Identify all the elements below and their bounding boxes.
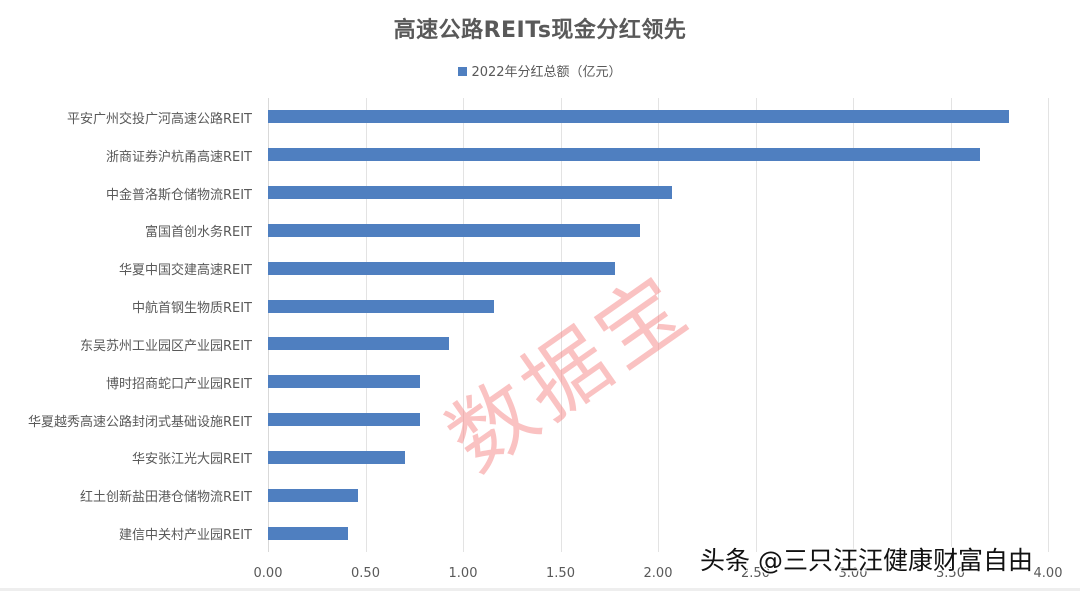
bar	[268, 488, 358, 502]
x-tick-label: 3.00	[838, 566, 868, 581]
gridline	[463, 98, 464, 552]
category-label: 华夏越秀高速公路封闭式基础设施REIT	[27, 414, 252, 430]
category-label: 博时招商蛇口产业园REIT	[105, 376, 252, 392]
x-tick-label: 0.00	[253, 566, 283, 581]
x-tick-label: 3.50	[936, 566, 965, 581]
gridline	[1048, 98, 1049, 552]
category-label: 中金普洛斯仓储物流REIT	[105, 187, 252, 203]
legend: 2022年分红总额（亿元）	[0, 61, 1080, 80]
legend-label: 2022年分红总额（亿元）	[471, 65, 622, 80]
x-tick-label: 1.00	[448, 566, 478, 581]
legend-swatch	[458, 67, 468, 76]
category-label: 平安广州交投广河高速公路REIT	[66, 111, 252, 127]
bar	[268, 148, 980, 162]
bar	[268, 261, 616, 275]
bar	[268, 299, 495, 313]
x-tick-label: 4.00	[1033, 566, 1063, 581]
bar	[268, 526, 348, 540]
bar	[268, 450, 405, 464]
category-label: 华夏中国交建高速REIT	[118, 263, 252, 279]
x-tick-label: 2.00	[643, 566, 673, 581]
gridline	[365, 98, 367, 552]
category-label: 建信中关村产业园REIT	[118, 528, 252, 544]
category-label: 红土创新盐田港仓储物流REIT	[79, 490, 252, 506]
y-axis-line	[268, 98, 269, 552]
bar	[268, 413, 421, 427]
category-label: 中航首钢生物质REIT	[131, 301, 252, 317]
category-label: 浙商证券沪杭甬高速REIT	[105, 149, 252, 165]
plot-area	[268, 98, 1049, 552]
category-label: 华安张江光大园REIT	[131, 452, 252, 468]
gridline	[755, 98, 757, 552]
x-tick-label: 1.50	[546, 566, 575, 581]
category-label: 东吴苏州工业园区产业园REIT	[79, 338, 252, 354]
gridline	[560, 98, 562, 552]
gridline	[853, 98, 854, 552]
bar	[268, 223, 641, 237]
bottom-border	[0, 588, 1080, 591]
x-tick-label: 2.50	[741, 566, 770, 581]
chart-title: 高速公路REITs现金分红领先	[393, 18, 687, 43]
bar	[268, 110, 1009, 124]
bar	[268, 186, 672, 200]
gridline	[658, 98, 659, 552]
gridline	[950, 98, 952, 552]
bar	[268, 337, 450, 351]
source-credit: 头条 @三只汪汪健康财富自由	[700, 546, 1033, 575]
x-tick-label: 0.50	[351, 566, 380, 581]
category-label: 富国首创水务REIT	[144, 225, 252, 241]
bar	[268, 375, 421, 389]
